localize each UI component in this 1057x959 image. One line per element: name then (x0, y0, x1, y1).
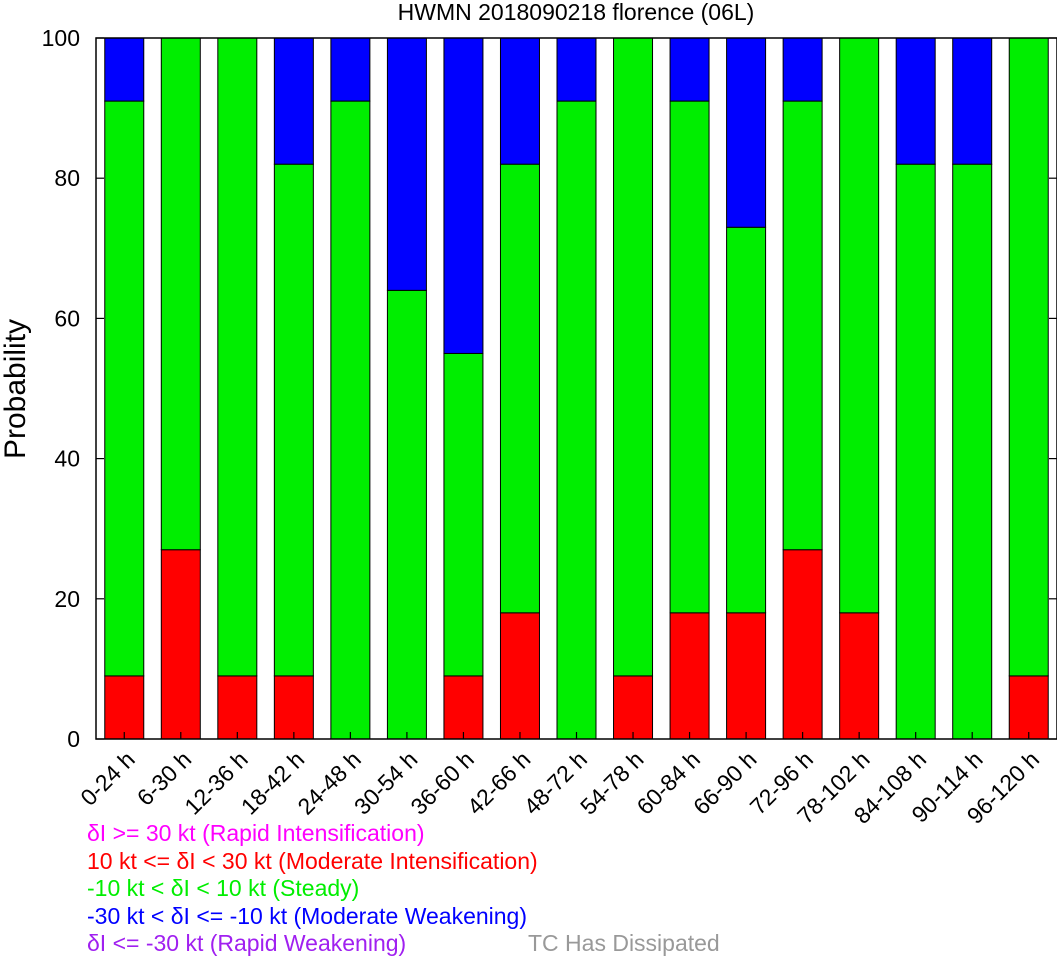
x-tick-label: 0-24 h (75, 746, 140, 811)
y-tick-label: 80 (54, 165, 80, 191)
bar-segment-mw-0 (104, 37, 145, 102)
bar-segment-steady-9 (613, 37, 654, 677)
bar-segment-mw-12 (782, 37, 823, 102)
bar-segment-mi-9 (613, 675, 654, 740)
bar-segment-mw-15 (952, 37, 993, 165)
legend-steady: -10 kt < δI < 10 kt (Steady) (87, 875, 360, 901)
bar-segment-mi-11 (726, 612, 767, 740)
bar-segment-mi-2 (217, 675, 258, 740)
bar-segment-steady-2 (217, 37, 258, 677)
bar-segment-mi-16 (1008, 675, 1049, 740)
bar-segment-mw-8 (556, 37, 597, 102)
y-tick-label: 0 (67, 726, 80, 752)
bar-segment-mi-6 (443, 675, 484, 740)
chart-title: HWMN 2018090218 florence (06L) (398, 0, 755, 25)
bar-segment-mw-7 (499, 37, 540, 165)
bars-group (104, 37, 1049, 740)
y-tick-label: 100 (42, 25, 80, 51)
bar-segment-steady-10 (669, 100, 710, 614)
bar-segment-steady-11 (726, 226, 767, 614)
y-tick-label: 40 (54, 446, 80, 472)
bar-segment-steady-6 (443, 352, 484, 677)
bar-segment-steady-14 (895, 163, 936, 740)
legend: δI >= 30 kt (Rapid Intensification) 10 k… (87, 820, 538, 958)
plot-frame (95, 37, 1057, 740)
bar-segment-steady-16 (1008, 37, 1049, 677)
bar-segment-mi-7 (499, 612, 540, 740)
bar-segment-mw-6 (443, 37, 484, 354)
legend-moderate-weakening: -30 kt < δI <= -10 kt (Moderate Weakenin… (87, 902, 528, 929)
bar-segment-steady-4 (330, 100, 371, 740)
bar-segment-mi-10 (669, 612, 710, 740)
legend-rapid-weakening: δI <= -30 kt (Rapid Weakening) (87, 930, 407, 956)
bar-segment-steady-3 (273, 163, 314, 677)
y-tick-label: 60 (54, 305, 80, 331)
bar-segment-steady-15 (952, 163, 993, 740)
y-tick-label: 20 (54, 586, 80, 612)
bar-segment-mw-3 (273, 37, 314, 165)
bar-segment-mw-4 (330, 37, 371, 102)
legend-tc-dissipated: TC Has Dissipated (528, 930, 720, 956)
bar-segment-steady-12 (782, 100, 823, 551)
bar-segment-mw-11 (726, 37, 767, 228)
bar-segment-steady-5 (386, 289, 427, 740)
bar-segment-mi-3 (273, 675, 314, 740)
bar-segment-mw-10 (669, 37, 710, 102)
bar-segment-steady-7 (499, 163, 540, 614)
bar-segment-mw-5 (386, 37, 427, 291)
y-axis-label: Probability (0, 319, 32, 459)
bar-segment-mi-0 (104, 675, 145, 740)
bar-segment-steady-0 (104, 100, 145, 677)
bar-segment-mw-14 (895, 37, 936, 165)
bar-segment-mi-12 (782, 549, 823, 740)
bar-segment-steady-13 (839, 37, 880, 614)
bar-segment-mi-13 (839, 612, 880, 740)
bar-segment-mi-1 (160, 549, 201, 740)
legend-moderate-intensification: 10 kt <= δI < 30 kt (Moderate Intensific… (87, 847, 538, 874)
bar-segment-steady-1 (160, 37, 201, 551)
legend-rapid-intensification: δI >= 30 kt (Rapid Intensification) (87, 820, 425, 846)
bar-segment-steady-8 (556, 100, 597, 740)
